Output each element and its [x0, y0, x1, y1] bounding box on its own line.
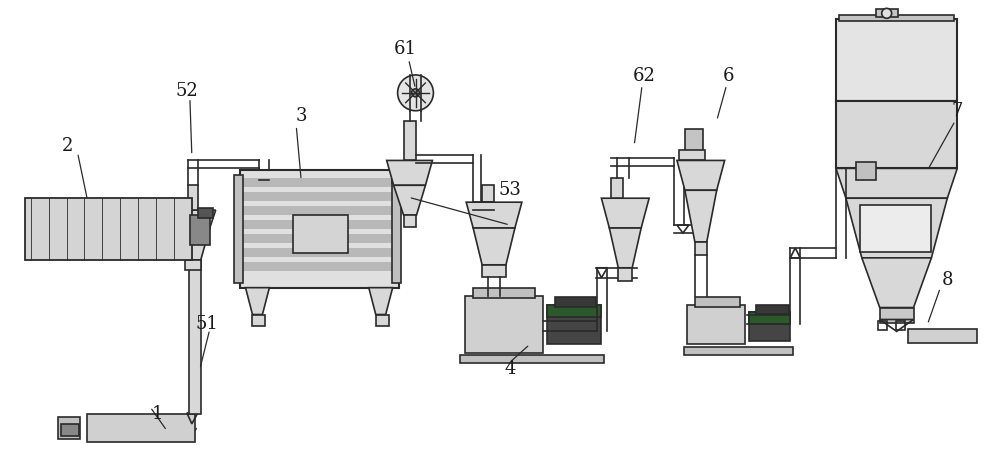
Bar — [618, 268, 632, 281]
Text: 62: 62 — [633, 67, 656, 85]
Bar — [880, 308, 914, 323]
Bar — [240, 171, 399, 288]
Bar — [25, 198, 192, 260]
Bar — [465, 295, 543, 353]
Bar — [611, 178, 623, 198]
Bar — [695, 242, 707, 255]
Bar — [473, 288, 535, 298]
Bar — [58, 417, 80, 439]
Text: 8: 8 — [942, 271, 953, 289]
Text: 2: 2 — [62, 137, 73, 155]
Text: 61: 61 — [394, 40, 417, 58]
Polygon shape — [369, 288, 393, 315]
Bar — [242, 192, 397, 201]
Text: 4: 4 — [504, 360, 516, 378]
Bar — [188, 185, 198, 210]
Polygon shape — [473, 228, 515, 265]
Bar — [293, 215, 348, 253]
Bar — [404, 215, 416, 227]
Text: 53: 53 — [499, 181, 521, 199]
Polygon shape — [466, 202, 522, 228]
Bar — [836, 101, 957, 168]
Text: 7: 7 — [952, 102, 963, 120]
Bar — [198, 208, 213, 218]
Text: 52: 52 — [176, 82, 198, 100]
Bar — [482, 185, 494, 202]
Bar — [749, 312, 790, 342]
Text: 6: 6 — [723, 67, 734, 85]
Bar — [687, 305, 745, 344]
Polygon shape — [387, 160, 432, 185]
Bar — [242, 234, 397, 243]
Bar — [856, 163, 876, 180]
Bar — [242, 206, 397, 215]
Polygon shape — [176, 228, 210, 260]
Bar — [242, 248, 397, 257]
Polygon shape — [246, 288, 269, 315]
Polygon shape — [685, 190, 717, 242]
Text: 51: 51 — [195, 315, 218, 334]
Bar — [404, 121, 416, 160]
Bar — [860, 205, 931, 252]
Polygon shape — [609, 228, 641, 268]
Bar — [876, 9, 898, 17]
Bar — [547, 305, 601, 344]
Bar — [242, 262, 397, 271]
Circle shape — [882, 8, 892, 18]
Bar — [87, 414, 195, 442]
Bar — [684, 347, 793, 355]
Polygon shape — [170, 210, 216, 228]
Polygon shape — [836, 168, 957, 198]
Bar — [460, 355, 604, 363]
Bar — [190, 215, 210, 245]
Bar — [376, 315, 389, 327]
Polygon shape — [394, 185, 425, 215]
Bar — [242, 220, 397, 229]
Bar — [836, 19, 957, 101]
Bar — [61, 424, 79, 436]
Bar — [555, 297, 596, 307]
Bar — [756, 305, 789, 314]
Bar — [679, 151, 705, 160]
Circle shape — [412, 89, 419, 97]
Polygon shape — [601, 198, 649, 228]
Bar — [185, 260, 201, 270]
Bar — [749, 312, 790, 324]
Bar — [482, 265, 506, 277]
Bar — [252, 315, 265, 327]
Bar — [839, 15, 954, 21]
Bar — [896, 322, 905, 330]
Bar — [695, 297, 740, 307]
Polygon shape — [846, 198, 947, 258]
Bar — [908, 329, 977, 343]
Bar — [878, 322, 887, 330]
Bar — [242, 178, 397, 187]
Bar — [685, 129, 703, 152]
Bar — [234, 175, 243, 283]
Polygon shape — [677, 160, 725, 190]
Bar — [547, 305, 601, 317]
Bar — [392, 175, 401, 283]
Text: 3: 3 — [295, 107, 307, 125]
Circle shape — [398, 75, 433, 111]
Text: 1: 1 — [151, 405, 163, 423]
Bar — [189, 250, 201, 414]
Polygon shape — [862, 258, 931, 308]
